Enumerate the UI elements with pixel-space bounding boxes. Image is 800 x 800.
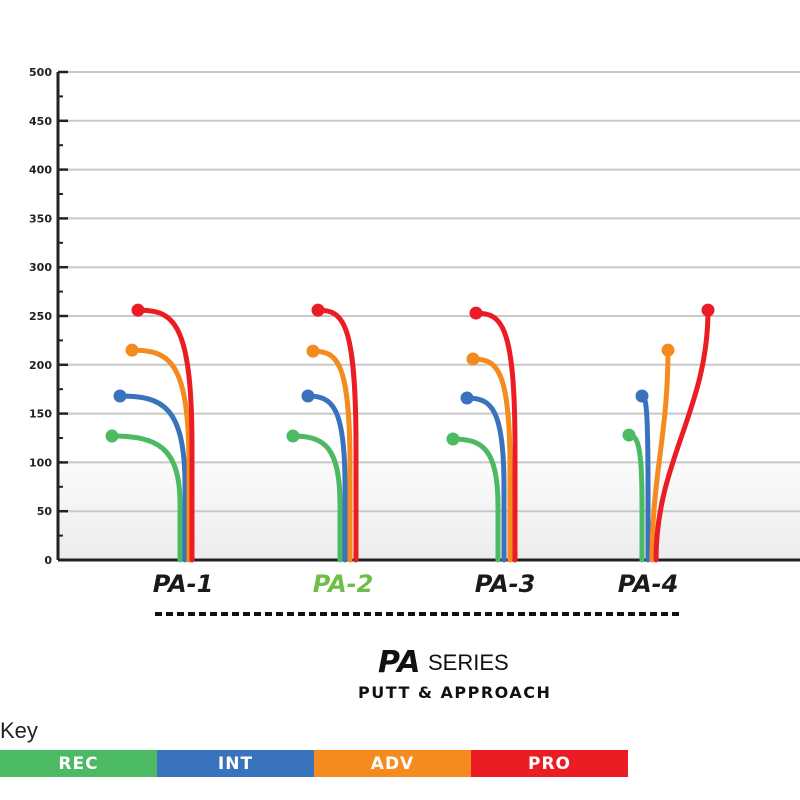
key-title: Key [0, 718, 38, 743]
flight-path-pa-2-rec [290, 433, 343, 563]
flight-path-pa-2-pro [315, 307, 359, 563]
flight-path-pa-3-int [464, 395, 507, 563]
y-tick-label: 150 [29, 408, 52, 421]
pa-logo: PA [378, 645, 421, 680]
landing-point-pa-3-pro [469, 306, 483, 320]
flight-path-pa-3-adv [470, 356, 513, 563]
landing-point-pa-3-int [460, 391, 474, 405]
chart-svg: 0 50 100 150 200 250 300 350 400 450 500 PA-1 PA-2 PA… [29, 66, 800, 616]
series-word: SERIES [428, 650, 509, 675]
landing-point-pa-2-pro [311, 303, 325, 317]
flight-path-pa-3-rec [450, 436, 501, 563]
landing-point-pa-3-adv [466, 352, 480, 366]
landing-point-pa-1-rec [105, 429, 119, 443]
key-pro: PRO [471, 750, 628, 777]
key-rec: REC [0, 750, 157, 777]
flight-path-pa-3-pro [473, 310, 518, 563]
landing-point-pa-4-pro [701, 303, 715, 317]
key-int: INT [157, 750, 314, 777]
flight-path-pa-4-adv [649, 347, 671, 563]
flight-path-pa-1-pro [135, 307, 195, 563]
y-tick-label: 100 [29, 456, 52, 469]
flight-path-pa-1-adv [129, 347, 192, 563]
landing-point-pa-4-rec [622, 428, 636, 442]
y-tick-label: 50 [37, 505, 53, 518]
landing-point-pa-2-adv [306, 344, 320, 358]
disc-label-pa-3: PA-3 [475, 570, 536, 598]
disc-label-pa-2: PA-2 [313, 570, 374, 598]
y-tick-label: 450 [29, 115, 52, 128]
y-tick-label: 0 [44, 554, 52, 567]
landing-point-pa-2-rec [286, 429, 300, 443]
key-adv: ADV [314, 750, 471, 777]
flight-path-pa-1-rec [109, 433, 183, 563]
y-tick-label: 300 [29, 261, 52, 274]
y-tick-label: 200 [29, 359, 52, 372]
subtitle: PUTT & APPROACH [358, 683, 552, 702]
landing-point-pa-1-pro [131, 303, 145, 317]
y-tick-label: 250 [29, 310, 52, 323]
landing-point-pa-1-int [113, 389, 127, 403]
disc-label-pa-1: PA-1 [153, 570, 214, 598]
flight-path-pa-1-int [117, 393, 188, 563]
landing-point-pa-4-adv [661, 343, 675, 357]
y-tick-label: 500 [29, 66, 52, 79]
y-tick-label: 400 [29, 164, 52, 177]
landing-point-pa-3-rec [446, 432, 460, 446]
landing-point-pa-4-int [635, 389, 649, 403]
y-tick-label: 350 [29, 212, 52, 225]
flight-path-pa-2-int [305, 393, 348, 563]
landing-point-pa-2-int [301, 389, 315, 403]
flight-path-pa-4-pro [653, 307, 711, 563]
key-legend: REC INT ADV PRO [0, 750, 628, 777]
disc-label-pa-4: PA-4 [618, 570, 679, 598]
landing-point-pa-1-adv [125, 343, 139, 357]
flight-path-pa-2-adv [310, 348, 353, 563]
